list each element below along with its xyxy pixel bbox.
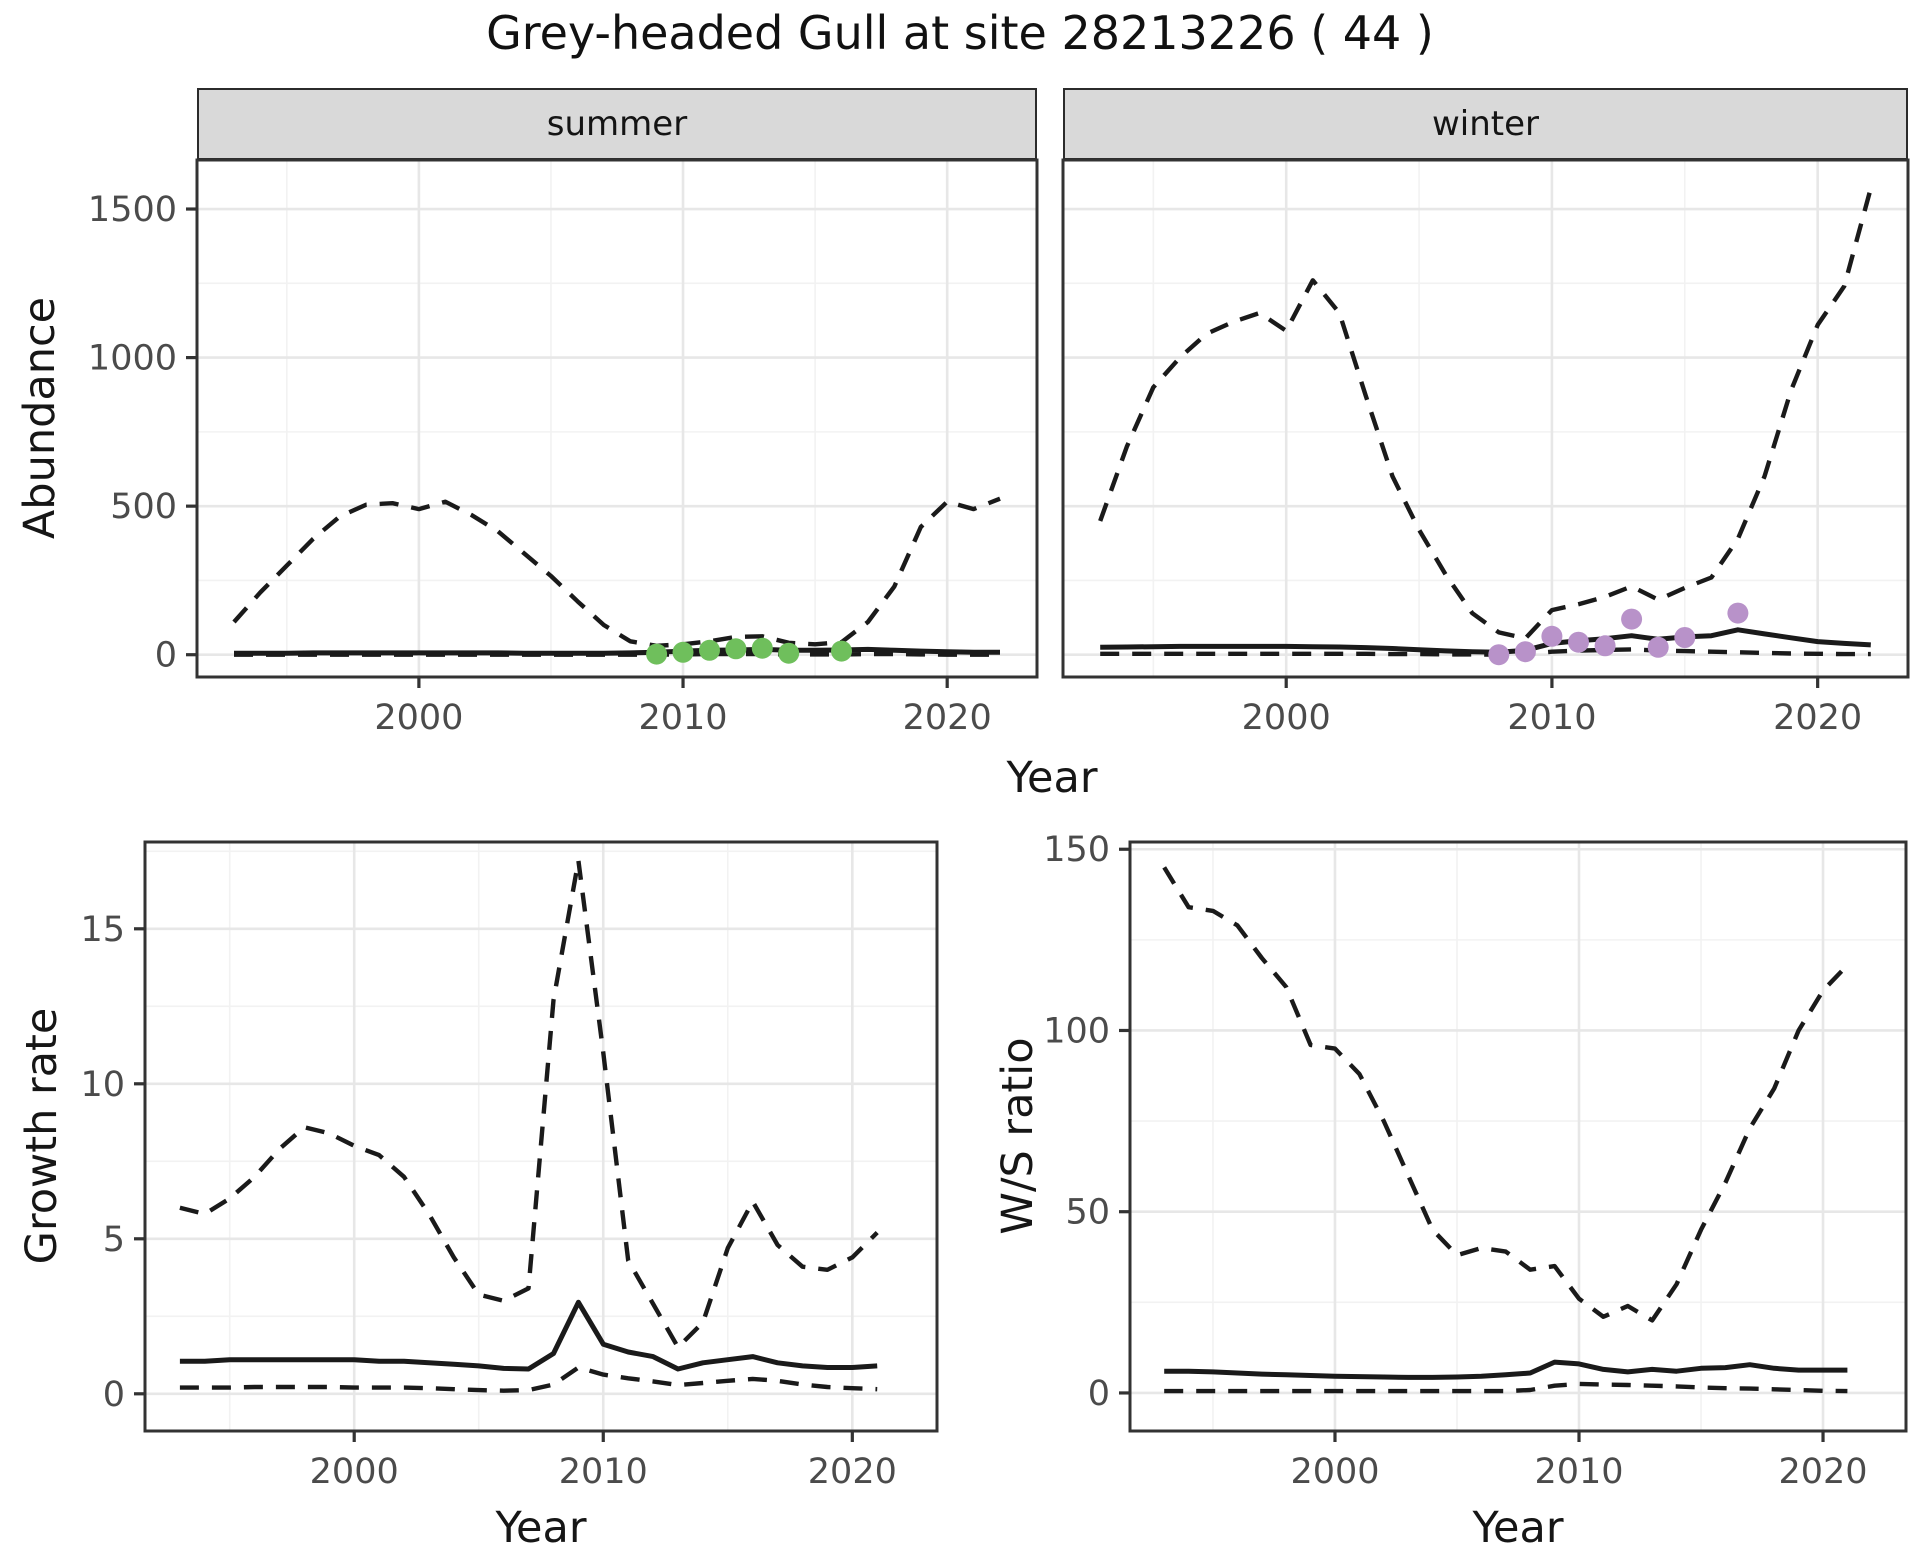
ws_ratio-lower_95ci-line [1164, 1381, 1848, 1394]
panel-background [1130, 842, 1906, 1431]
panel-abundance_winter: 2000 2010 2020 [1061, 158, 1910, 738]
x-tick-label: 2020 [903, 698, 992, 738]
panel-ws_ratio: 2000 2010 2020 0 50 100 150 [1043, 830, 1908, 1492]
observed_counts_winter-point [1488, 644, 1510, 666]
panel-border [143, 840, 939, 1433]
x-tick-label: 2020 [1778, 1452, 1867, 1492]
abundance_summer-median-line [234, 646, 1000, 656]
abundance_winter-lower_95ci-line [1100, 647, 1871, 657]
observed_counts_winter-point [1647, 636, 1669, 658]
observed_counts_summer-point [831, 640, 852, 662]
x-axis-title-year-bottom-left: Year [495, 1503, 587, 1553]
y-axis-title-ws-ratio: W/S ratio [993, 1037, 1043, 1235]
x-axis-title-year-top: Year [1006, 753, 1098, 803]
panel-border [195, 158, 1039, 679]
y-tick-label: 5 [103, 1220, 125, 1260]
y-tick-label: 500 [110, 487, 177, 527]
panel-abundance_summer: 2000 2010 2020 0 500 1000 1500 [88, 158, 1039, 738]
y-tick-label: 0 [155, 636, 177, 676]
observed_counts_summer-point [725, 638, 747, 660]
x-tick-label: 2010 [1507, 698, 1596, 738]
x-tick-label: 2020 [1773, 698, 1862, 738]
observed_counts_winter-point [1514, 641, 1536, 663]
observed_counts_summer-point [646, 643, 668, 665]
facet-strip-summer: summer [197, 88, 1037, 160]
panel-border [1128, 840, 1908, 1433]
y-tick-label: 100 [1043, 1011, 1110, 1051]
x-tick-label: 2000 [1290, 1452, 1379, 1492]
x-tick-label: 2010 [638, 698, 727, 738]
y-tick-label: 50 [1065, 1193, 1110, 1233]
observed_counts_summer-point [672, 641, 694, 663]
observed_counts_winter-point [1727, 602, 1749, 624]
y-tick-label: 10 [80, 1065, 125, 1105]
growth_rate-upper_95ci-line [179, 858, 879, 1350]
panel-background [1063, 160, 1908, 677]
y-tick-label: 15 [80, 910, 125, 950]
abundance_summer-upper_95ci-line [232, 496, 1001, 648]
observed_counts_summer-point [778, 642, 800, 664]
abundance_winter-upper_95ci-line [1098, 187, 1873, 641]
observed_counts_winter-point [1674, 627, 1696, 648]
growth_rate-median-line [179, 1299, 878, 1372]
panel-background [197, 160, 1037, 677]
y-tick-label: 1000 [88, 339, 177, 379]
ws_ratio-upper_95ci-line [1162, 866, 1849, 1323]
facet-strip-summer-label: summer [546, 104, 688, 144]
x-tick-label: 2000 [374, 698, 463, 738]
panel-border [1061, 158, 1910, 679]
y-axis-title-growth-rate: Growth rate [17, 1007, 67, 1265]
x-tick-label: 2020 [808, 1452, 897, 1492]
observed_counts_winter-point [1621, 608, 1643, 630]
abundance_winter-median-line [1100, 627, 1871, 655]
x-tick-label: 2010 [1534, 1452, 1623, 1492]
observed_counts_summer-point [751, 637, 773, 659]
x-tick-label: 2000 [1242, 698, 1331, 738]
observed_counts_winter-point [1541, 625, 1563, 647]
x-tick-label: 2010 [559, 1452, 648, 1492]
panel-growth_rate: 2000 2010 2020 0 5 10 15 [80, 840, 939, 1492]
growth_rate-lower_95ci-line [179, 1365, 878, 1393]
facet-strip-winter-label: winter [1431, 104, 1540, 144]
x-axis-title-year-bottom-right: Year [1472, 1503, 1564, 1553]
y-axis-title-abundance: Abundance [15, 296, 65, 540]
observed_counts_summer-point [699, 639, 720, 661]
observed_counts_winter-point [1568, 631, 1589, 653]
y-tick-label: 150 [1043, 830, 1110, 870]
facet-strip-winter: winter [1063, 88, 1908, 160]
ws_ratio-median-line [1164, 1359, 1848, 1380]
y-tick-label: 1500 [88, 190, 177, 230]
x-tick-label: 2000 [310, 1452, 399, 1492]
observed_counts_winter-point [1594, 635, 1616, 657]
y-tick-label: 0 [1088, 1374, 1110, 1414]
y-tick-label: 0 [103, 1375, 125, 1415]
plot-title: Grey-headed Gull at site 28213226 ( 44 ) [486, 6, 1434, 60]
